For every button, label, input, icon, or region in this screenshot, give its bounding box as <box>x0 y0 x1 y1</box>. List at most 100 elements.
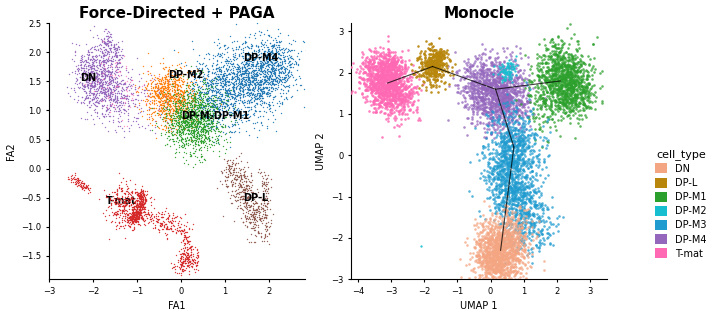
Point <box>501 229 512 234</box>
Point <box>434 71 445 76</box>
Point <box>162 103 173 108</box>
Point <box>158 100 170 106</box>
Point <box>153 230 165 235</box>
Point <box>170 90 182 95</box>
Point <box>241 92 252 97</box>
Point <box>225 178 237 183</box>
Point <box>558 76 569 81</box>
Point <box>516 113 528 118</box>
Point <box>558 109 569 114</box>
Point <box>376 54 388 59</box>
Point <box>113 116 124 121</box>
Point <box>235 65 246 70</box>
Point <box>181 113 193 118</box>
Point <box>389 74 401 80</box>
Point <box>537 53 548 58</box>
Point <box>528 135 540 140</box>
Point <box>167 118 178 123</box>
Point <box>420 74 431 79</box>
Point <box>345 65 356 70</box>
Point <box>175 265 187 270</box>
Point <box>489 257 501 262</box>
Point <box>190 97 202 102</box>
Point <box>236 85 247 90</box>
Point <box>565 96 576 101</box>
Point <box>130 214 141 219</box>
Point <box>239 94 250 99</box>
Point <box>497 253 508 258</box>
Point <box>260 182 272 187</box>
Point <box>496 180 507 185</box>
Point <box>434 49 445 54</box>
Point <box>180 107 192 112</box>
Point <box>498 113 509 119</box>
Point <box>511 112 522 117</box>
Point <box>194 124 205 129</box>
Point <box>492 263 503 268</box>
Point <box>96 83 107 88</box>
Point <box>101 43 112 48</box>
Point <box>117 223 128 228</box>
Point <box>189 114 200 119</box>
Point <box>111 200 122 205</box>
Point <box>371 98 382 103</box>
Point <box>209 110 220 115</box>
Point <box>233 130 245 135</box>
Point <box>509 196 520 201</box>
Point <box>512 97 523 102</box>
Point <box>138 197 149 202</box>
Point <box>141 191 153 196</box>
Point <box>512 100 523 105</box>
Point <box>504 69 515 74</box>
Point <box>115 73 126 78</box>
Point <box>506 155 518 160</box>
Point <box>542 226 553 231</box>
Point <box>202 72 213 77</box>
Point <box>143 92 154 97</box>
Point <box>508 196 520 201</box>
Point <box>98 84 109 89</box>
Point <box>486 250 497 255</box>
Point <box>137 205 148 210</box>
Point <box>496 218 508 223</box>
Point <box>386 82 397 87</box>
Point <box>171 130 183 135</box>
Point <box>594 86 605 91</box>
Point <box>237 61 249 67</box>
Point <box>132 111 143 116</box>
Point <box>197 128 208 133</box>
Point <box>109 198 120 203</box>
Point <box>483 267 495 272</box>
Point <box>178 252 189 257</box>
Point <box>184 151 195 156</box>
Point <box>363 60 374 65</box>
Point <box>512 251 523 256</box>
Point <box>66 177 77 182</box>
Point <box>135 200 146 205</box>
Point <box>172 214 183 219</box>
Point <box>539 103 550 108</box>
Point <box>513 196 525 201</box>
Point <box>393 72 404 77</box>
Point <box>384 81 395 86</box>
Point <box>491 119 503 124</box>
Point <box>469 94 481 99</box>
Point <box>374 95 386 100</box>
Point <box>247 71 259 76</box>
Point <box>511 104 522 109</box>
Point <box>170 73 182 78</box>
Point <box>245 75 257 80</box>
Point <box>513 245 525 250</box>
Point <box>479 264 491 269</box>
Point <box>86 53 97 58</box>
Point <box>496 198 508 203</box>
Point <box>525 252 537 257</box>
Point <box>264 41 275 46</box>
Point <box>226 188 237 193</box>
Point <box>485 106 496 111</box>
Point <box>500 242 511 247</box>
Point <box>126 214 138 219</box>
Point <box>101 58 113 63</box>
Point <box>247 87 259 92</box>
Point <box>398 100 409 106</box>
